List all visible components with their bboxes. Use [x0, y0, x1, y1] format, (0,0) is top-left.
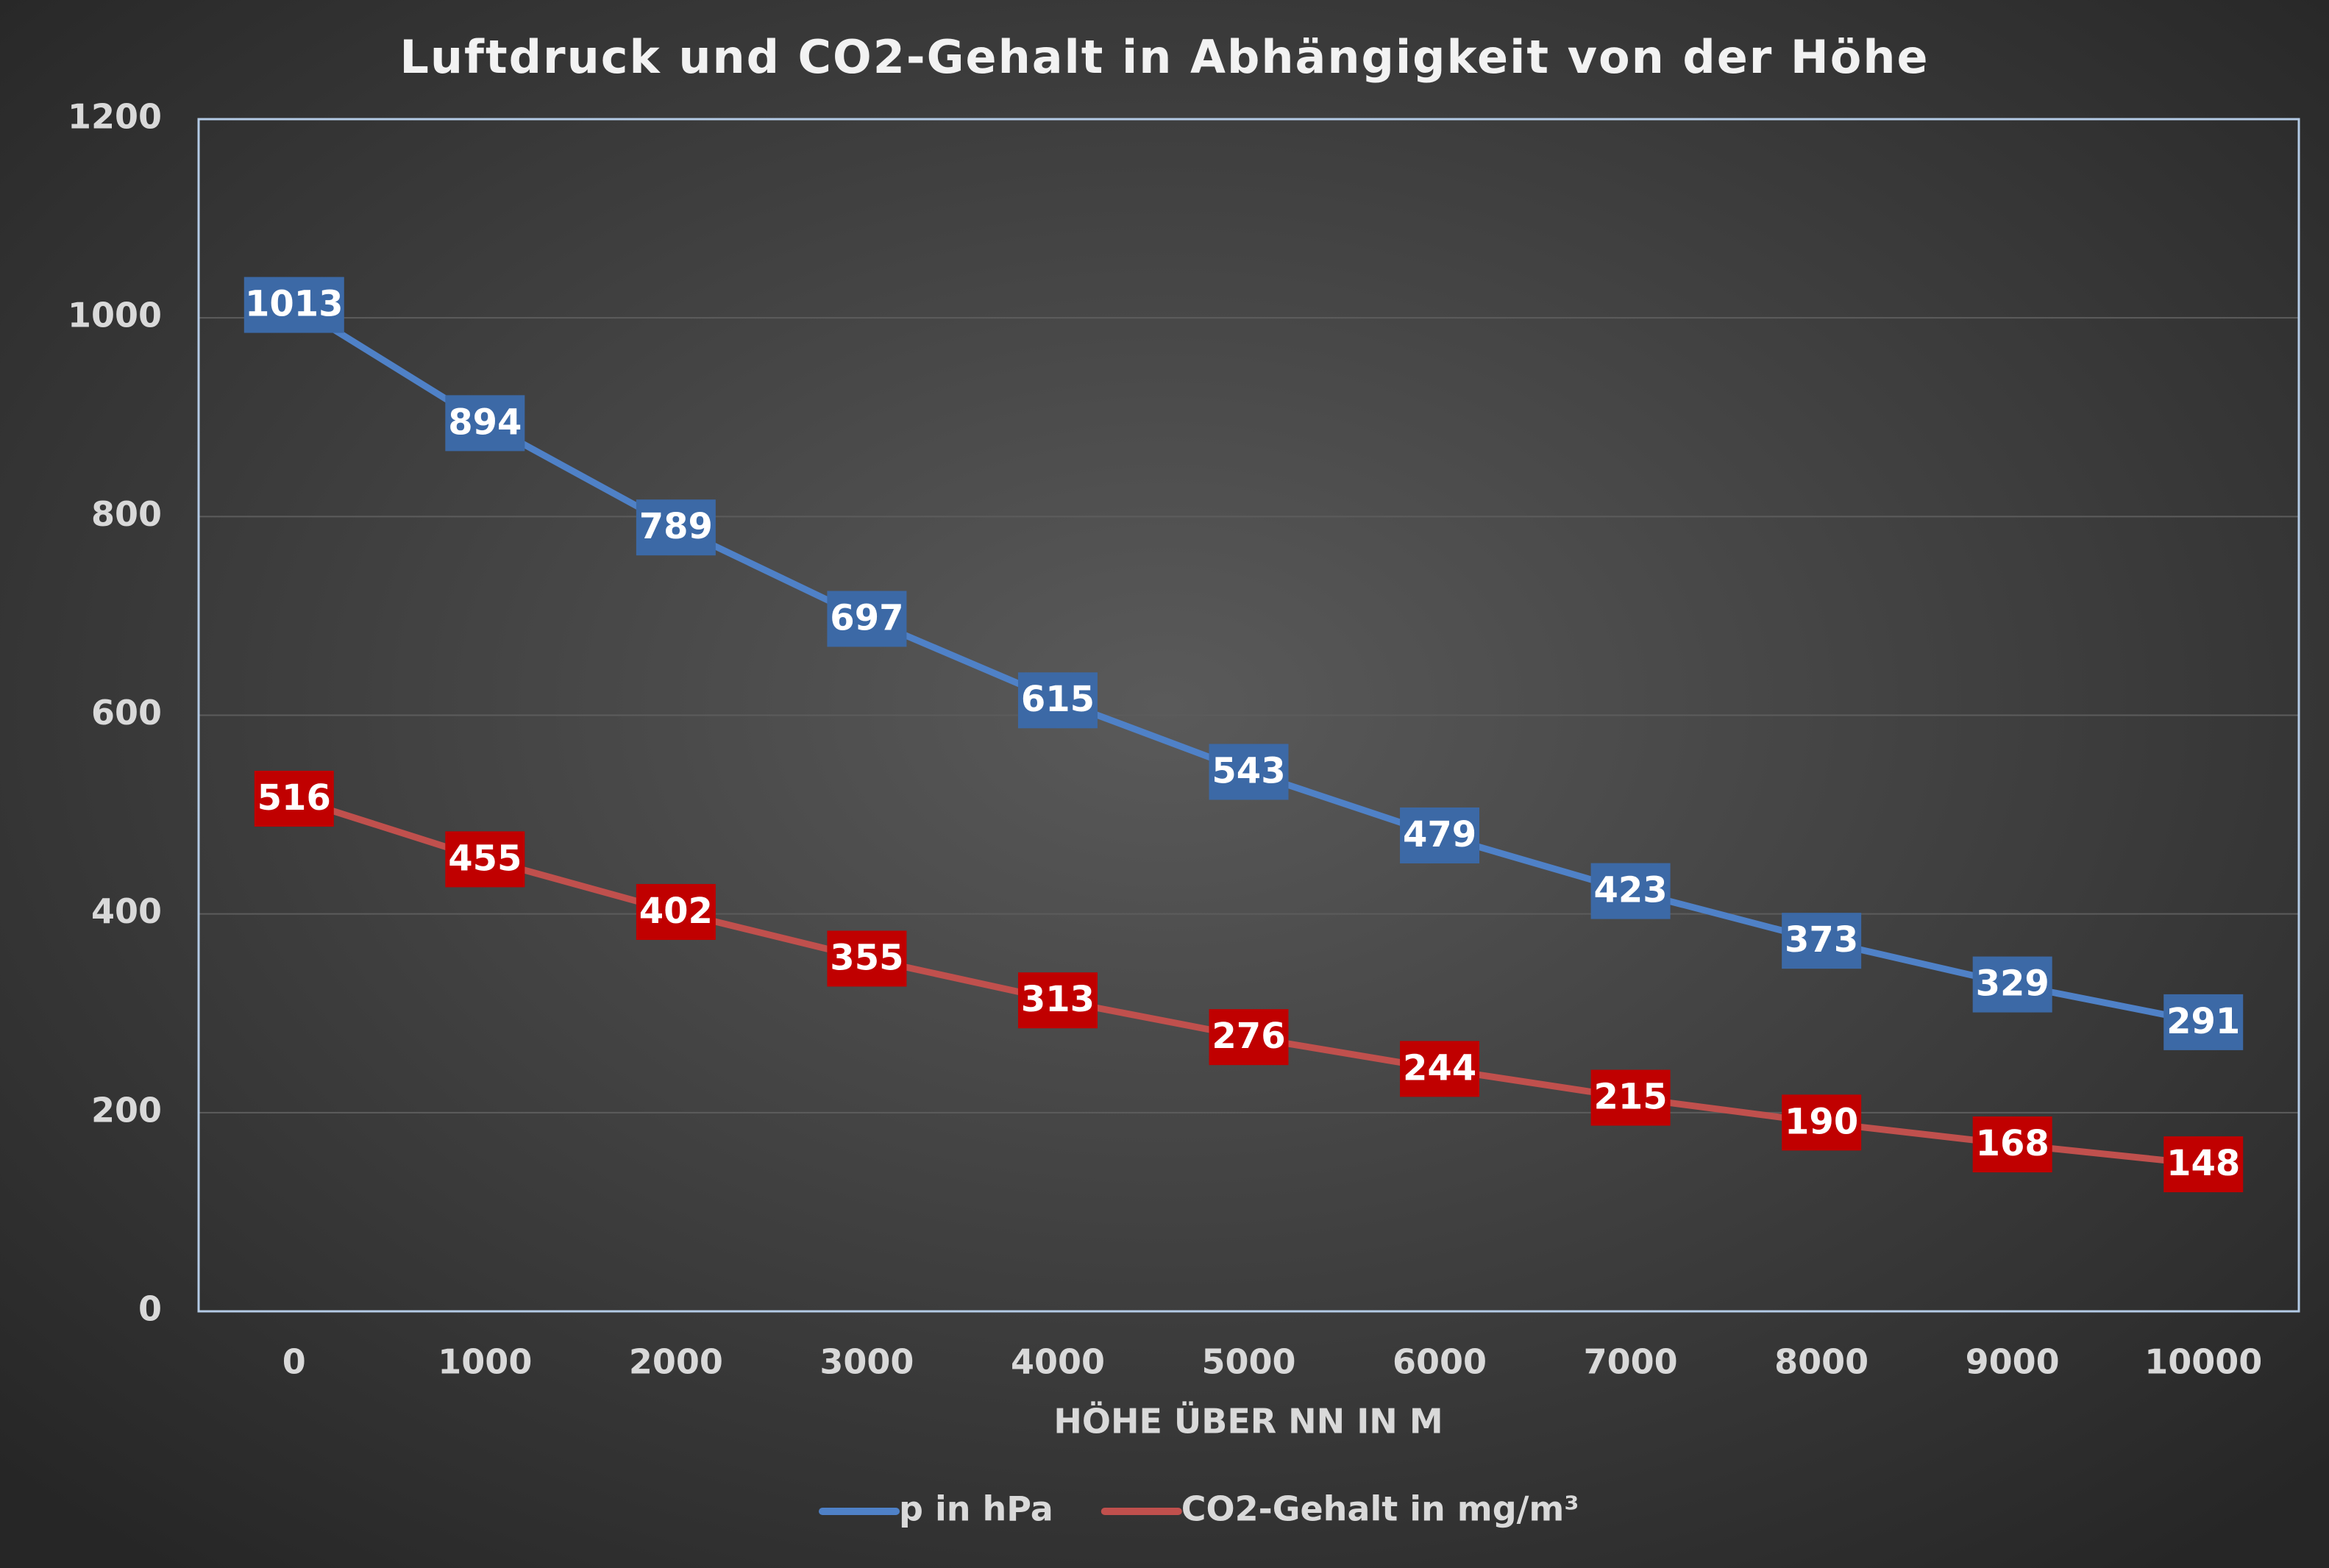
- data-label-box: [636, 883, 716, 940]
- x-tick-label: 0: [282, 1342, 306, 1382]
- data-label-box: [2163, 994, 2244, 1050]
- x-tick-label: 6000: [1393, 1342, 1487, 1382]
- data-label-box: [243, 277, 344, 333]
- data-label-text: 516: [257, 777, 331, 819]
- x-tick-label: 3000: [819, 1342, 914, 1382]
- data-label: 355: [827, 930, 907, 987]
- data-label-box: [1972, 1116, 2052, 1173]
- x-tick-label: 5000: [1201, 1342, 1295, 1382]
- y-tick-label: 1000: [68, 296, 162, 335]
- data-label: 313: [1017, 972, 1098, 1029]
- data-label: 215: [1590, 1069, 1671, 1126]
- data-label-box: [1209, 1009, 1289, 1066]
- data-label: 479: [1400, 807, 1480, 863]
- data-label-text: 455: [448, 838, 522, 879]
- y-tick-label: 800: [91, 494, 162, 534]
- data-label-text: 329: [1976, 963, 2049, 1005]
- legend-label: p in hPa: [899, 1489, 1053, 1529]
- data-label-text: 423: [1593, 870, 1667, 911]
- data-label-text: 479: [1403, 814, 1476, 855]
- data-label-text: 402: [639, 891, 713, 932]
- data-label-text: 355: [830, 937, 903, 978]
- data-label-box: [1782, 1094, 1862, 1151]
- data-label: 789: [636, 499, 716, 556]
- data-label-box: [1590, 863, 1671, 919]
- data-label-box: [1972, 956, 2052, 1013]
- data-label-box: [445, 831, 525, 888]
- data-label-text: 543: [1212, 750, 1285, 791]
- data-label-box: [445, 395, 525, 452]
- plot-border: [197, 118, 2300, 1313]
- data-label: 276: [1209, 1009, 1289, 1066]
- y-tick-label: 200: [91, 1090, 162, 1130]
- data-label-box: [636, 499, 716, 556]
- data-label: 244: [1400, 1041, 1480, 1097]
- y-tick-label: 0: [138, 1289, 162, 1329]
- y-tick-label: 1200: [68, 97, 162, 137]
- data-label-box: [827, 591, 907, 647]
- x-axis-title: HÖHE ÜBER NN IN M: [1053, 1402, 1443, 1442]
- data-label: 1013: [243, 277, 344, 333]
- data-label: 543: [1209, 744, 1289, 800]
- data-label-text: 291: [2166, 1001, 2240, 1042]
- data-label-text: 168: [1976, 1123, 2049, 1164]
- data-label: 168: [1972, 1116, 2052, 1173]
- data-label: 402: [636, 883, 716, 940]
- data-label-box: [1017, 672, 1098, 729]
- data-label-text: 190: [1785, 1101, 1858, 1142]
- data-label: 373: [1782, 913, 1862, 969]
- data-label-text: 894: [448, 402, 522, 443]
- x-tick-label: 1000: [438, 1342, 532, 1382]
- data-label: 148: [2163, 1136, 2244, 1193]
- data-label: 190: [1782, 1094, 1862, 1151]
- data-label-box: [254, 770, 334, 827]
- x-tick-label: 7000: [1584, 1342, 1678, 1382]
- data-label-box: [1400, 1041, 1480, 1097]
- data-label-text: 615: [1021, 679, 1095, 720]
- data-label: 697: [827, 591, 907, 647]
- data-label: 894: [445, 395, 525, 452]
- x-tick-label: 4000: [1011, 1342, 1105, 1382]
- data-label: 516: [254, 770, 334, 827]
- y-tick-label: 600: [91, 693, 162, 733]
- data-label-box: [1017, 972, 1098, 1029]
- data-label-text: 1013: [245, 284, 344, 325]
- data-label-box: [2163, 1136, 2244, 1193]
- data-label-box: [1590, 1069, 1671, 1126]
- y-tick-label: 400: [91, 891, 162, 931]
- x-tick-label: 9000: [1966, 1342, 2060, 1382]
- data-label-box: [1782, 913, 1862, 969]
- data-label-text: 148: [2166, 1143, 2240, 1184]
- data-label-box: [1400, 807, 1480, 863]
- data-label: 291: [2163, 994, 2244, 1050]
- x-tick-label: 8000: [1774, 1342, 1868, 1382]
- legend-label: CO2-Gehalt in mg/m³: [1181, 1489, 1579, 1529]
- data-label-box: [1209, 744, 1289, 800]
- data-label: 329: [1972, 956, 2052, 1013]
- data-label-box: [827, 930, 907, 987]
- x-tick-label: 2000: [629, 1342, 723, 1382]
- x-tick-label: 10000: [2144, 1342, 2262, 1382]
- data-label-text: 215: [1593, 1077, 1667, 1118]
- data-label-text: 313: [1021, 979, 1095, 1020]
- data-label: 423: [1590, 863, 1671, 919]
- data-label-text: 697: [830, 597, 903, 638]
- data-label-text: 373: [1785, 919, 1858, 961]
- data-label-text: 789: [639, 506, 713, 547]
- chart-title: Luftdruck und CO2-Gehalt in Abhängigkeit…: [399, 30, 1929, 84]
- data-label-text: 244: [1403, 1047, 1476, 1088]
- data-label: 455: [445, 831, 525, 888]
- data-label: 615: [1017, 672, 1098, 729]
- data-label-text: 276: [1212, 1016, 1285, 1057]
